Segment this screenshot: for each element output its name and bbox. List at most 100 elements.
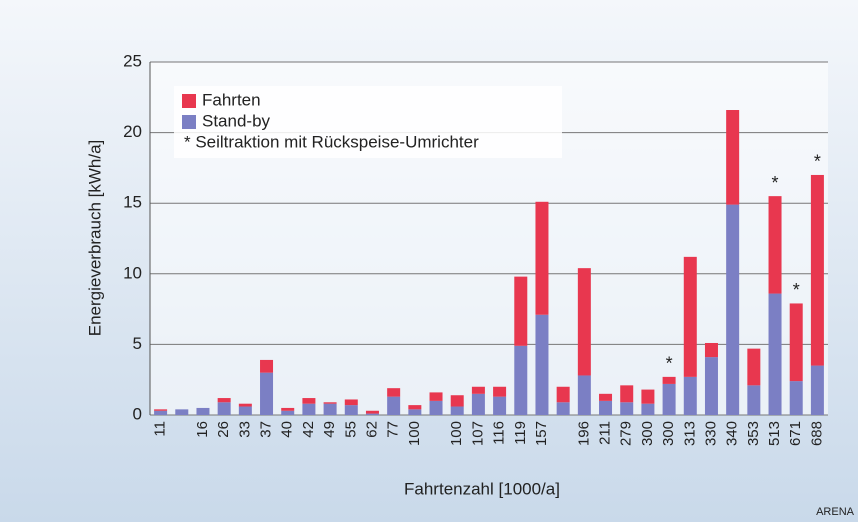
bar-segment [365, 410, 379, 414]
x-tick-label: 42 [300, 421, 317, 438]
bar-segment [429, 400, 443, 415]
bar-segment [577, 375, 591, 415]
bar-segment [704, 342, 718, 358]
bar-segment [408, 405, 422, 410]
legend-note: * Seiltraktion mit Rückspeise-Umrichter [184, 132, 479, 151]
x-tick-label: 55 [342, 421, 359, 438]
bar-segment [260, 359, 274, 373]
bar-segment [556, 386, 570, 403]
bar-segment [810, 174, 824, 366]
bar-segment [683, 256, 697, 377]
bar-segment [387, 396, 401, 415]
bar-segment [302, 403, 316, 415]
x-tick-label: 26 [215, 421, 232, 438]
bar-segment [217, 402, 231, 415]
x-tick-label: 100 [406, 421, 423, 446]
bar-segment [260, 372, 274, 415]
bar-segment [471, 386, 485, 394]
x-tick-label: 157 [533, 421, 550, 446]
y-tick-label: 20 [123, 122, 142, 141]
bar-segment [281, 407, 295, 411]
x-tick-label: 49 [321, 421, 338, 438]
bar-segment [768, 196, 782, 294]
bar-segment [577, 268, 591, 376]
bar-segment [620, 402, 634, 415]
bar-segment [302, 398, 316, 404]
bar-segment [344, 405, 358, 415]
legend-label: Stand-by [202, 111, 271, 130]
x-tick-label: 33 [236, 421, 253, 438]
bar-segment [514, 276, 528, 346]
y-axis-label: Energieverbrauch [kWh/a] [85, 140, 104, 337]
x-tick-label: 300 [660, 421, 677, 446]
bar-segment [196, 407, 210, 415]
bar-segment [154, 409, 168, 411]
bar-segment [217, 398, 231, 403]
legend-label: Fahrten [202, 90, 261, 109]
x-tick-label: 62 [363, 421, 380, 438]
x-tick-label: 196 [575, 421, 592, 446]
bar-segment [789, 381, 803, 415]
y-tick-label: 0 [133, 404, 142, 423]
bar-segment [747, 348, 761, 386]
x-tick-label: 119 [512, 421, 529, 445]
x-tick-label: 107 [469, 421, 486, 446]
y-tick-label: 15 [123, 193, 142, 212]
x-tick-label: 300 [639, 421, 656, 446]
bar-segment [387, 388, 401, 397]
x-tick-label: 100 [448, 421, 465, 446]
bar-segment [323, 402, 337, 404]
y-tick-label: 5 [133, 334, 142, 353]
bar-segment [175, 409, 189, 415]
bar-segment [535, 314, 549, 415]
annotation: * [666, 354, 673, 374]
bar-segment [429, 392, 443, 401]
bar-segment [450, 395, 464, 407]
annotation: * [793, 280, 800, 300]
bar-segment [599, 393, 613, 401]
x-tick-label: 11 [152, 421, 169, 437]
x-axis-label: Fahrtenzahl [1000/a] [404, 479, 560, 498]
bar-segment [556, 402, 570, 415]
x-tick-label: 313 [681, 421, 698, 446]
annotation: * [814, 152, 821, 172]
bar-segment [238, 403, 252, 407]
y-tick-label: 10 [123, 263, 142, 282]
bar-segment [620, 385, 634, 403]
bar-segment [344, 399, 358, 406]
bar-segment [641, 389, 655, 404]
legend-swatch [182, 115, 196, 129]
bar-segment [662, 376, 676, 384]
legend-swatch [182, 94, 196, 108]
bar-segment [493, 396, 507, 415]
annotation: * [772, 173, 779, 193]
x-tick-label: 340 [724, 421, 741, 446]
bar-segment [323, 403, 337, 415]
bar-segment [662, 383, 676, 415]
bar-segment [747, 385, 761, 415]
x-tick-label: 688 [808, 421, 825, 446]
y-tick-label: 25 [123, 51, 142, 70]
x-tick-label: 116 [491, 421, 508, 445]
x-tick-label: 37 [258, 421, 275, 438]
x-tick-label: 353 [745, 421, 762, 446]
x-tick-label: 211 [597, 421, 614, 445]
bar-segment [281, 410, 295, 415]
bar-segment [789, 303, 803, 382]
x-tick-label: 77 [385, 421, 402, 438]
bar-segment [238, 406, 252, 415]
bar-segment [726, 204, 740, 415]
x-tick-label: 330 [702, 421, 719, 446]
x-tick-label: 40 [279, 421, 296, 438]
x-tick-label: 279 [618, 421, 635, 446]
legend-box [174, 86, 562, 158]
bar-segment [154, 410, 168, 415]
x-tick-label: 671 [787, 421, 804, 446]
bar-segment [683, 376, 697, 415]
bar-segment [641, 403, 655, 415]
bar-segment [471, 393, 485, 415]
bar-segment [768, 293, 782, 415]
bar-segment [493, 386, 507, 397]
bar-segment [450, 406, 464, 415]
